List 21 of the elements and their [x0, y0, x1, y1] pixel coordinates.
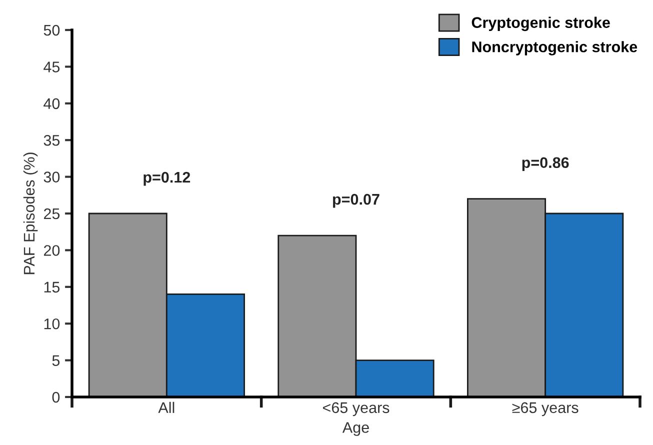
y-tick-label: 5: [52, 355, 60, 366]
y-tick-label: 20: [44, 245, 60, 256]
annotation: p=0.07: [333, 194, 380, 208]
annotation: p=0.86: [522, 157, 569, 172]
annotation: p=0.12: [144, 172, 190, 186]
y-tick-label: 35: [44, 134, 60, 146]
x-tick-label: <65 years: [322, 402, 390, 416]
y-tick-label: 50: [44, 24, 60, 36]
y-tick-label: 30: [44, 172, 60, 182]
y-tick-label: 15: [44, 282, 60, 293]
x-axis-title: Age: [342, 422, 369, 436]
y-tick-label: 10: [44, 318, 60, 330]
y-tick-label: 0: [52, 392, 60, 403]
y-tick-label: 25: [44, 208, 60, 220]
y-tick-label: 45: [44, 62, 60, 72]
x-tick-label: All: [158, 402, 174, 413]
x-tick-label: ≥65 years: [512, 402, 578, 416]
legend-label: Cryptogenic stroke: [472, 16, 610, 32]
y-axis-title: PAF Episodes (%): [23, 152, 38, 274]
legend-label: Noncryptogenic stroke: [472, 41, 638, 56]
y-tick-label: 40: [44, 98, 60, 110]
